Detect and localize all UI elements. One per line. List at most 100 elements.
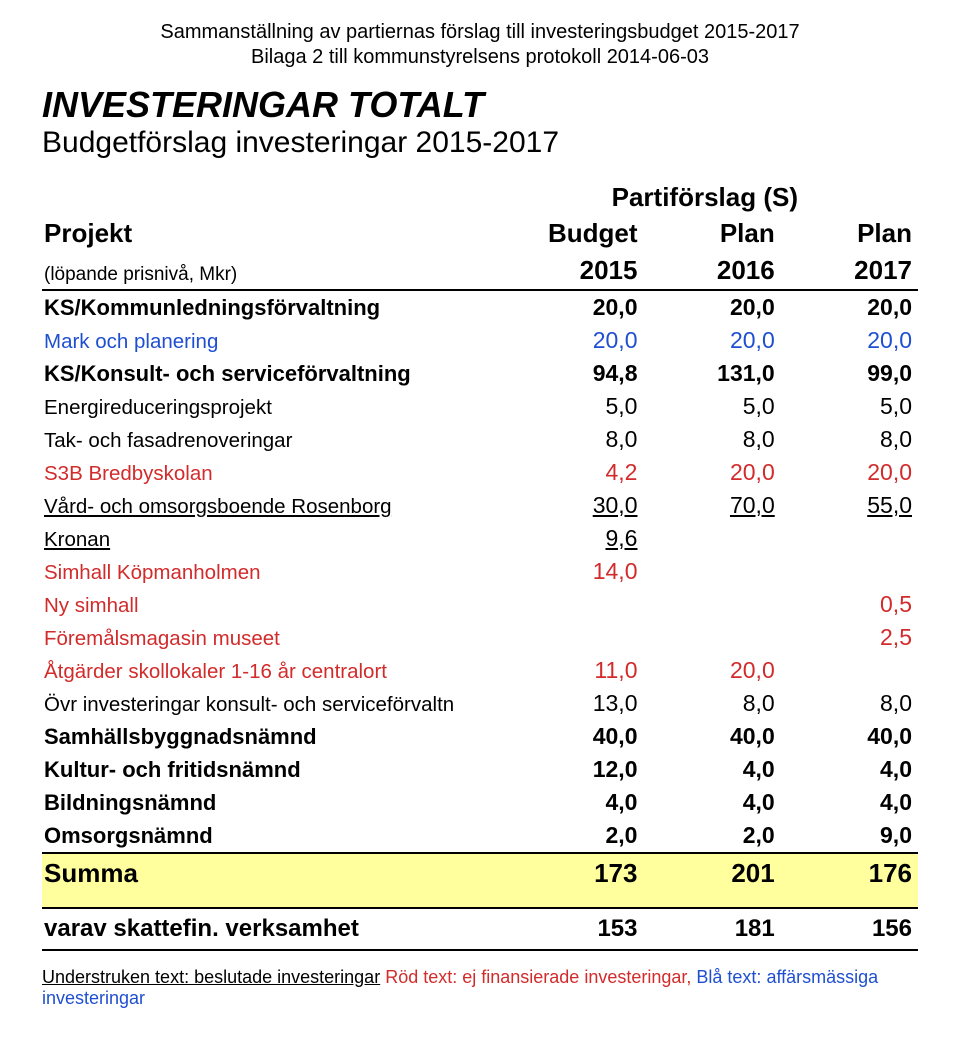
row-value: 2,0 — [506, 819, 643, 853]
row-value: 30,0 — [506, 489, 643, 522]
row-value: 40,0 — [643, 720, 780, 753]
row-value: 4,0 — [781, 753, 918, 786]
table-row: Simhall Köpmanholmen14,0 — [42, 555, 918, 588]
row-value: 5,0 — [506, 390, 643, 423]
footer-legend: Understruken text: beslutade investering… — [42, 967, 918, 1009]
row-value: 131,0 — [643, 357, 780, 390]
varav-label: varav skattefin. verksamhet — [42, 908, 506, 950]
table-row: S3B Bredbyskolan4,220,020,0 — [42, 456, 918, 489]
row-value: 4,0 — [643, 786, 780, 819]
col-subheader-2016: 2016 — [643, 252, 780, 290]
row-value: 40,0 — [781, 720, 918, 753]
row-value: 5,0 — [643, 390, 780, 423]
table-row: Övr investeringar konsult- och servicefö… — [42, 687, 918, 720]
summa-value: 201 — [643, 853, 780, 893]
row-value: 20,0 — [643, 456, 780, 489]
page-title: INVESTERINGAR TOTALT — [42, 84, 918, 126]
varav-value: 156 — [781, 908, 918, 950]
row-name: Åtgärder skollokaler 1-16 år centralort — [42, 654, 506, 687]
row-value: 2,5 — [781, 621, 918, 654]
row-value: 70,0 — [643, 489, 780, 522]
page-subtitle: Budgetförslag investeringar 2015-2017 — [42, 126, 918, 160]
row-value: 13,0 — [506, 687, 643, 720]
header-block: Sammanställning av partiernas förslag ti… — [42, 20, 918, 70]
header-line-2: Bilaga 2 till kommunstyrelsens protokoll… — [42, 45, 918, 70]
table-row: Ny simhall 0,5 — [42, 588, 918, 621]
row-name: Bildningsnämnd — [42, 786, 506, 819]
header-line-1: Sammanställning av partiernas förslag ti… — [42, 20, 918, 45]
row-name: KS/Konsult- och serviceförvaltning — [42, 357, 506, 390]
col-subheader-name: (löpande prisnivå, Mkr) — [42, 252, 506, 290]
col-subheader-2017: 2017 — [781, 252, 918, 290]
row-value: 5,0 — [781, 390, 918, 423]
table-row: Åtgärder skollokaler 1-16 år centralort1… — [42, 654, 918, 687]
summa-label: Summa — [42, 853, 506, 893]
row-name: Simhall Köpmanholmen — [42, 555, 506, 588]
row-value: 99,0 — [781, 357, 918, 390]
row-value: 4,0 — [781, 786, 918, 819]
row-value: 9,0 — [781, 819, 918, 853]
party-label: Partiförslag (S) — [42, 182, 918, 213]
summa-value: 173 — [506, 853, 643, 893]
table-row: KS/Kommunledningsförvaltning20,020,020,0 — [42, 290, 918, 324]
page: Sammanställning av partiernas förslag ti… — [0, 0, 960, 1039]
row-name: Samhällsbyggnadsnämnd — [42, 720, 506, 753]
varav-value: 153 — [506, 908, 643, 950]
row-value — [643, 588, 780, 621]
row-name: Kronan — [42, 522, 506, 555]
table-row: Kultur- och fritidsnämnd12,04,04,0 — [42, 753, 918, 786]
row-name: Energireduceringsprojekt — [42, 390, 506, 423]
row-value: 20,0 — [781, 324, 918, 357]
row-name: S3B Bredbyskolan — [42, 456, 506, 489]
table-row: Föremålsmagasin museet 2,5 — [42, 621, 918, 654]
row-value: 4,2 — [506, 456, 643, 489]
row-value — [781, 522, 918, 555]
row-name: Kultur- och fritidsnämnd — [42, 753, 506, 786]
table-row: Tak- och fasadrenoveringar8,08,08,0 — [42, 423, 918, 456]
row-name: Ny simhall — [42, 588, 506, 621]
row-value: 4,0 — [643, 753, 780, 786]
row-value — [643, 522, 780, 555]
row-value: 4,0 — [506, 786, 643, 819]
row-value: 55,0 — [781, 489, 918, 522]
row-value: 2,0 — [643, 819, 780, 853]
row-value: 0,5 — [781, 588, 918, 621]
table-row: Kronan9,6 — [42, 522, 918, 555]
row-value: 20,0 — [506, 290, 643, 324]
row-name: Föremålsmagasin museet — [42, 621, 506, 654]
row-value: 20,0 — [506, 324, 643, 357]
row-value — [643, 621, 780, 654]
row-value: 14,0 — [506, 555, 643, 588]
col-header-budget: Budget — [506, 215, 643, 252]
col-header-plan1: Plan — [643, 215, 780, 252]
row-value: 94,8 — [506, 357, 643, 390]
varav-value: 181 — [643, 908, 780, 950]
row-value — [781, 654, 918, 687]
footer-underline-legend: Understruken text: beslutade investering… — [42, 967, 380, 987]
row-value: 9,6 — [506, 522, 643, 555]
footer-red-legend: Röd text: ej finansierade investeringar, — [385, 967, 691, 987]
varav-row: varav skattefin. verksamhet153181156 — [42, 908, 918, 950]
row-value: 40,0 — [506, 720, 643, 753]
summa-value: 176 — [781, 853, 918, 893]
row-value: 8,0 — [781, 687, 918, 720]
row-value: 11,0 — [506, 654, 643, 687]
row-value — [643, 555, 780, 588]
row-value: 8,0 — [643, 687, 780, 720]
row-value: 20,0 — [643, 290, 780, 324]
spacer-row — [42, 893, 918, 908]
row-name: Omsorgsnämnd — [42, 819, 506, 853]
row-name: Övr investeringar konsult- och servicefö… — [42, 687, 506, 720]
col-header-plan2: Plan — [781, 215, 918, 252]
summa-row: Summa173201176 — [42, 853, 918, 893]
row-value: 20,0 — [643, 324, 780, 357]
table-row: Mark och planering20,020,020,0 — [42, 324, 918, 357]
row-value: 20,0 — [643, 654, 780, 687]
budget-table: Projekt Budget Plan Plan (löpande prisni… — [42, 215, 918, 951]
row-value: 8,0 — [506, 423, 643, 456]
row-name: Vård- och omsorgsboende Rosenborg — [42, 489, 506, 522]
row-value — [781, 555, 918, 588]
col-header-name: Projekt — [42, 215, 506, 252]
table-row: Samhällsbyggnadsnämnd40,040,040,0 — [42, 720, 918, 753]
table-header-row-2: (löpande prisnivå, Mkr) 2015 2016 2017 — [42, 252, 918, 290]
